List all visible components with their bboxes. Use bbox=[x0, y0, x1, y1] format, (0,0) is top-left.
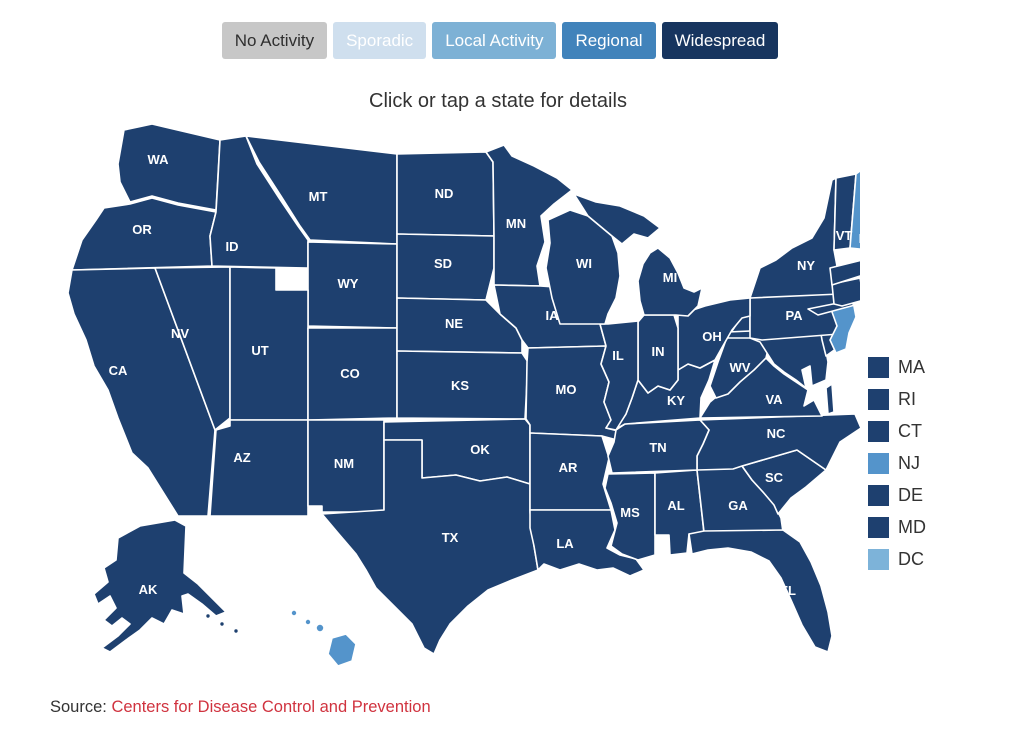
legend-button-regional[interactable]: Regional bbox=[562, 22, 656, 59]
state-sd[interactable] bbox=[396, 233, 495, 301]
ct-swatch bbox=[868, 421, 889, 442]
state-co[interactable] bbox=[307, 327, 398, 421]
map-instruction-title: Click or tap a state for details bbox=[369, 90, 627, 112]
state-mi[interactable] bbox=[573, 193, 703, 317]
state-fl[interactable] bbox=[688, 529, 833, 653]
state-nh[interactable] bbox=[849, 168, 860, 250]
legend-button-local-activity[interactable]: Local Activity bbox=[432, 22, 557, 59]
legend-button-no-activity[interactable]: No Activity bbox=[221, 22, 328, 59]
small-states-legend: MA RI CT NJ DE MD DC bbox=[868, 357, 926, 581]
state-la[interactable] bbox=[529, 509, 645, 577]
state-wa[interactable] bbox=[117, 123, 221, 211]
state-wy[interactable] bbox=[307, 241, 398, 329]
state-in[interactable] bbox=[637, 314, 679, 394]
state-ct[interactable] bbox=[831, 277, 860, 307]
legend-row-md[interactable]: MD bbox=[868, 517, 926, 538]
state-ut[interactable] bbox=[229, 266, 309, 421]
state-tx[interactable] bbox=[321, 439, 539, 655]
activity-legend: No Activity Sporadic Local Activity Regi… bbox=[0, 22, 1000, 59]
state-ca[interactable] bbox=[67, 267, 216, 517]
nj-swatch bbox=[868, 453, 889, 474]
state-oh[interactable] bbox=[677, 297, 751, 371]
nj-label: NJ bbox=[898, 453, 920, 473]
de-swatch bbox=[868, 485, 889, 506]
ri-label: RI bbox=[898, 389, 916, 409]
ma-swatch bbox=[868, 357, 889, 378]
dc-label: DC bbox=[898, 549, 924, 569]
legend-row-ma[interactable]: MA bbox=[868, 357, 926, 378]
state-nm[interactable] bbox=[307, 419, 385, 513]
ma-label: MA bbox=[898, 357, 925, 377]
state-hi[interactable] bbox=[290, 609, 357, 667]
state-or[interactable] bbox=[71, 197, 217, 271]
legend-row-de[interactable]: DE bbox=[868, 485, 926, 506]
state-ma[interactable] bbox=[829, 259, 860, 286]
state-mn[interactable] bbox=[485, 144, 573, 287]
legend-row-ri[interactable]: RI bbox=[868, 389, 926, 410]
source-attribution: Source: Centers for Disease Control and … bbox=[50, 698, 431, 717]
source-prefix: Source: bbox=[50, 698, 112, 716]
state-nd[interactable] bbox=[396, 151, 495, 237]
state-il[interactable] bbox=[599, 320, 639, 431]
state-tn[interactable] bbox=[607, 419, 710, 474]
state-ar[interactable] bbox=[529, 432, 612, 511]
state-az[interactable] bbox=[209, 419, 309, 517]
legend-row-nj[interactable]: NJ bbox=[868, 453, 926, 474]
de-label: DE bbox=[898, 485, 924, 505]
state-ak[interactable] bbox=[93, 519, 240, 653]
ct-label: CT bbox=[898, 421, 922, 441]
ri-swatch bbox=[868, 389, 889, 410]
legend-row-dc[interactable]: DC bbox=[868, 549, 926, 570]
source-link[interactable]: Centers for Disease Control and Preventi… bbox=[111, 698, 431, 716]
md-swatch bbox=[868, 517, 889, 538]
legend-button-sporadic[interactable]: Sporadic bbox=[333, 22, 427, 59]
state-ks[interactable] bbox=[396, 350, 529, 420]
legend-button-widespread[interactable]: Widespread bbox=[661, 22, 779, 59]
dc-swatch bbox=[868, 549, 889, 570]
md-label: MD bbox=[898, 517, 926, 537]
us-states-map: WA OR CA NV ID MT WY UT CO AZ NM ND SD N… bbox=[67, 123, 860, 667]
legend-row-ct[interactable]: CT bbox=[868, 421, 926, 442]
